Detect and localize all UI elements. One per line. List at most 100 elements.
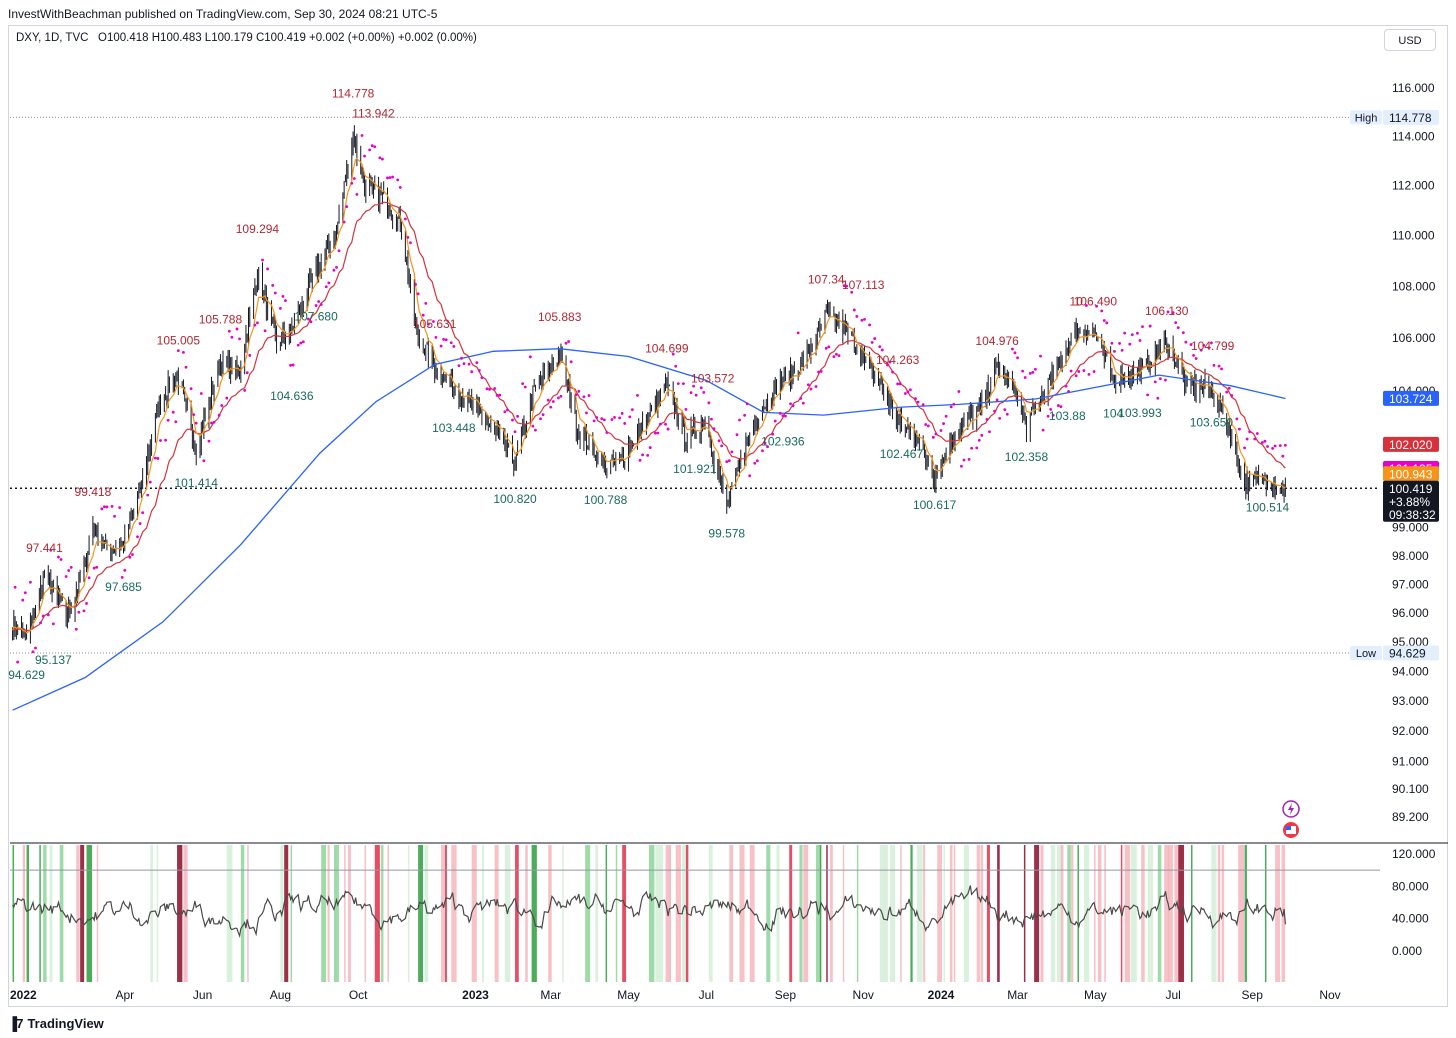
psar-dot (1064, 384, 1068, 388)
psar-dot (873, 337, 877, 340)
price-axis-tick: 90.100 (1392, 782, 1429, 796)
psar-dot (1102, 319, 1106, 322)
psar-dot (243, 389, 247, 392)
symbol-ohlc-legend: DXY, 1D, TVC O100.418 H100.483 L100.179 … (16, 32, 477, 44)
psar-dot (156, 457, 160, 460)
psar-dot (863, 318, 866, 321)
oscillator-band (856, 845, 859, 982)
psar-dot (210, 421, 213, 425)
psar-dot (602, 418, 606, 422)
psar-dot (189, 387, 193, 390)
swing-labels: 114.778 113.942 109.294 105.788 105.005 99.41… (8, 86, 1289, 682)
psar-dot (671, 352, 675, 356)
psar-dot (773, 419, 777, 423)
price-badge-line: 100.419 (1389, 482, 1433, 496)
axis-badge: 102.020 (1389, 438, 1433, 452)
oscillator-band (615, 845, 618, 982)
psar-dot (939, 429, 943, 432)
psar-dot (628, 415, 632, 419)
psar-dot (92, 566, 96, 570)
oscillator-band (1238, 845, 1244, 982)
psar-dot (319, 303, 323, 306)
oscillator-band (381, 845, 384, 982)
swing-low-label: 104 (1103, 407, 1123, 421)
psar-dot (227, 329, 231, 333)
psar-dot (630, 408, 634, 412)
psar-dot (921, 403, 925, 407)
tradingview-logo[interactable]: ▐7 TradingView (8, 1016, 104, 1031)
swing-low-label: 99.578 (708, 527, 745, 541)
swing-high-label: 107.113 (842, 278, 885, 292)
psar-dot (1199, 348, 1203, 352)
psar-dot (217, 413, 221, 417)
psar-dot (23, 591, 27, 595)
psar-dot (898, 382, 902, 386)
psar-dot (1123, 331, 1127, 335)
oscillator-band (842, 845, 845, 982)
psar-dot (59, 558, 63, 561)
oscillator-band (387, 845, 390, 982)
psar-dot (835, 352, 838, 356)
psar-dot (796, 331, 800, 335)
psar-dot (909, 388, 912, 392)
psar-dot (962, 458, 966, 462)
psar-dot (559, 394, 563, 398)
oscillator-band (407, 845, 410, 982)
psar-dot (1176, 326, 1180, 330)
psar-dot (880, 348, 884, 352)
time-axis-tick: Apr (115, 988, 134, 1002)
psar-dot (766, 445, 769, 449)
oscillator-band (595, 845, 599, 982)
psar-dot (194, 421, 198, 425)
psar-dot (171, 410, 175, 414)
oscillator-band (1164, 845, 1170, 982)
psar-dot (819, 370, 823, 373)
psar-dot (138, 522, 142, 525)
psar-dot (666, 427, 670, 431)
psar-dot (403, 217, 407, 221)
swing-low-label: 100.788 (584, 493, 628, 507)
psar-dot (613, 416, 616, 419)
axis-badge-bg (1383, 436, 1439, 452)
psar-dot (1230, 394, 1234, 397)
oscillator-band (1157, 845, 1162, 982)
psar-dot (1164, 378, 1167, 382)
psar-dot (689, 391, 693, 395)
psar-dot (1253, 437, 1257, 441)
swing-high-label: 105.788 (199, 313, 243, 327)
psar-dot (141, 511, 145, 515)
oscillator-band (622, 845, 627, 982)
psar-dot (493, 387, 497, 390)
oscillator-band (659, 845, 664, 982)
psar-dot (289, 363, 292, 367)
psar-dot (549, 405, 553, 409)
psar-dot (1013, 351, 1017, 355)
psar-dot (192, 413, 196, 417)
psar-dot (34, 646, 37, 650)
psar-dot (725, 460, 729, 464)
psar-dot (926, 424, 930, 428)
oscillator-band (766, 845, 771, 982)
psar-dot (977, 438, 981, 442)
psar-dot (503, 410, 507, 414)
psar-dot (444, 338, 448, 342)
oscillator-band (22, 845, 26, 982)
psar-dot (225, 396, 229, 400)
psar-dot (39, 621, 43, 625)
psar-dot (1261, 441, 1264, 444)
swing-high-label: 99.418 (75, 485, 112, 499)
psar-dot (363, 154, 366, 158)
psar-dot (1110, 341, 1114, 345)
oscillator-band (1217, 845, 1221, 982)
oscillator-band (43, 845, 47, 982)
price-axis-tick: 108.000 (1392, 279, 1436, 293)
psar-dot (467, 362, 471, 366)
psar-dot (1220, 367, 1223, 371)
oscillator-color-bands (12, 845, 1286, 982)
psar-dot (29, 580, 32, 584)
psar-dot (1069, 369, 1073, 373)
currency-button[interactable]: USD (1384, 29, 1436, 51)
price-axis-tick: 97.000 (1392, 577, 1429, 591)
swing-low-label: 95.137 (35, 653, 72, 667)
